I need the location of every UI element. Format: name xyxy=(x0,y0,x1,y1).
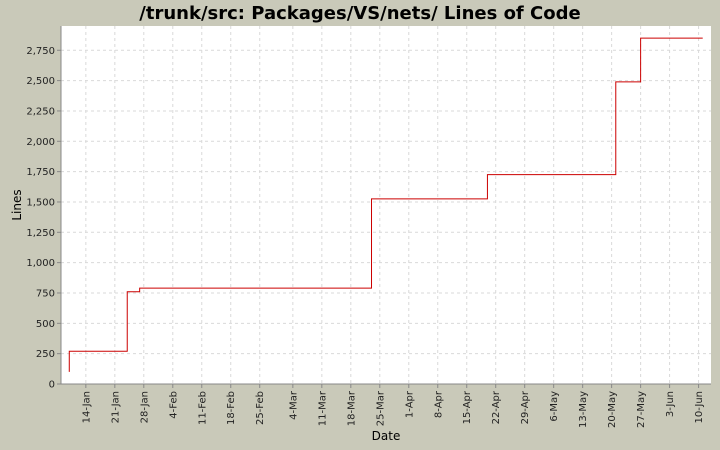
x-tick-label: 4-Feb xyxy=(168,391,179,419)
y-tick-label: 1,250 xyxy=(26,228,55,239)
y-tick-label: 2,250 xyxy=(26,106,55,117)
x-tick-label: 3-Jun xyxy=(665,391,676,417)
y-tick-label: 750 xyxy=(36,288,55,299)
y-tick-label: 250 xyxy=(36,349,55,360)
y-tick-label: 0 xyxy=(49,380,55,391)
x-tick-label: 1-Apr xyxy=(404,390,415,418)
x-tick-label: 4-Mar xyxy=(288,390,299,420)
x-tick-label: 21-Jan xyxy=(110,391,121,423)
x-tick-label: 10-Jun xyxy=(694,391,705,424)
x-tick-label: 13-May xyxy=(578,391,589,428)
y-axis-label: Lines xyxy=(10,189,24,220)
x-tick-label: 29-Apr xyxy=(520,390,531,424)
y-tick-label: 500 xyxy=(36,319,55,330)
y-axis: 0 250 500 750 1,000 1,250 1,500 1,750 2,000 2,250… xyxy=(26,46,61,391)
x-tick-label: 15-Apr xyxy=(462,390,473,424)
y-tick-label: 1,500 xyxy=(26,197,55,208)
x-tick-label: 18-Mar xyxy=(346,390,357,426)
x-tick-label: 18-Feb xyxy=(226,391,237,425)
series-layer xyxy=(68,37,703,372)
x-tick-label: 11-Feb xyxy=(197,391,208,425)
x-tick-label: 6-May xyxy=(549,391,560,422)
x-tick-label: 27-May xyxy=(636,391,647,428)
y-tick-label: 2,000 xyxy=(26,137,55,148)
x-tick-label: 25-Mar xyxy=(375,390,386,426)
x-tick-label: 28-Jan xyxy=(139,391,150,423)
x-tick-label: 8-Apr xyxy=(433,390,444,418)
y-tick-label: 1,750 xyxy=(26,167,55,178)
y-tick-label: 1,000 xyxy=(26,258,55,269)
chart-title: /trunk/src: Packages/VS/nets/ Lines of C… xyxy=(139,3,580,24)
x-axis: 14-Jan 21-Jan 28-Jan 4-Feb 11-Feb 18-Feb 25-Fe… xyxy=(81,384,705,428)
x-tick-label: 11-Mar xyxy=(317,390,328,426)
y-tick-label: 2,750 xyxy=(26,46,55,57)
x-tick-label: 25-Feb xyxy=(255,391,266,425)
y-tick-label: 2,500 xyxy=(26,76,55,87)
grid xyxy=(61,26,711,385)
series-line xyxy=(68,37,703,372)
plot-area xyxy=(61,26,711,384)
x-tick-label: 14-Jan xyxy=(81,391,92,423)
x-axis-label: Date xyxy=(372,429,401,443)
x-tick-label: 22-Apr xyxy=(491,390,502,424)
x-tick-label: 20-May xyxy=(607,391,618,428)
